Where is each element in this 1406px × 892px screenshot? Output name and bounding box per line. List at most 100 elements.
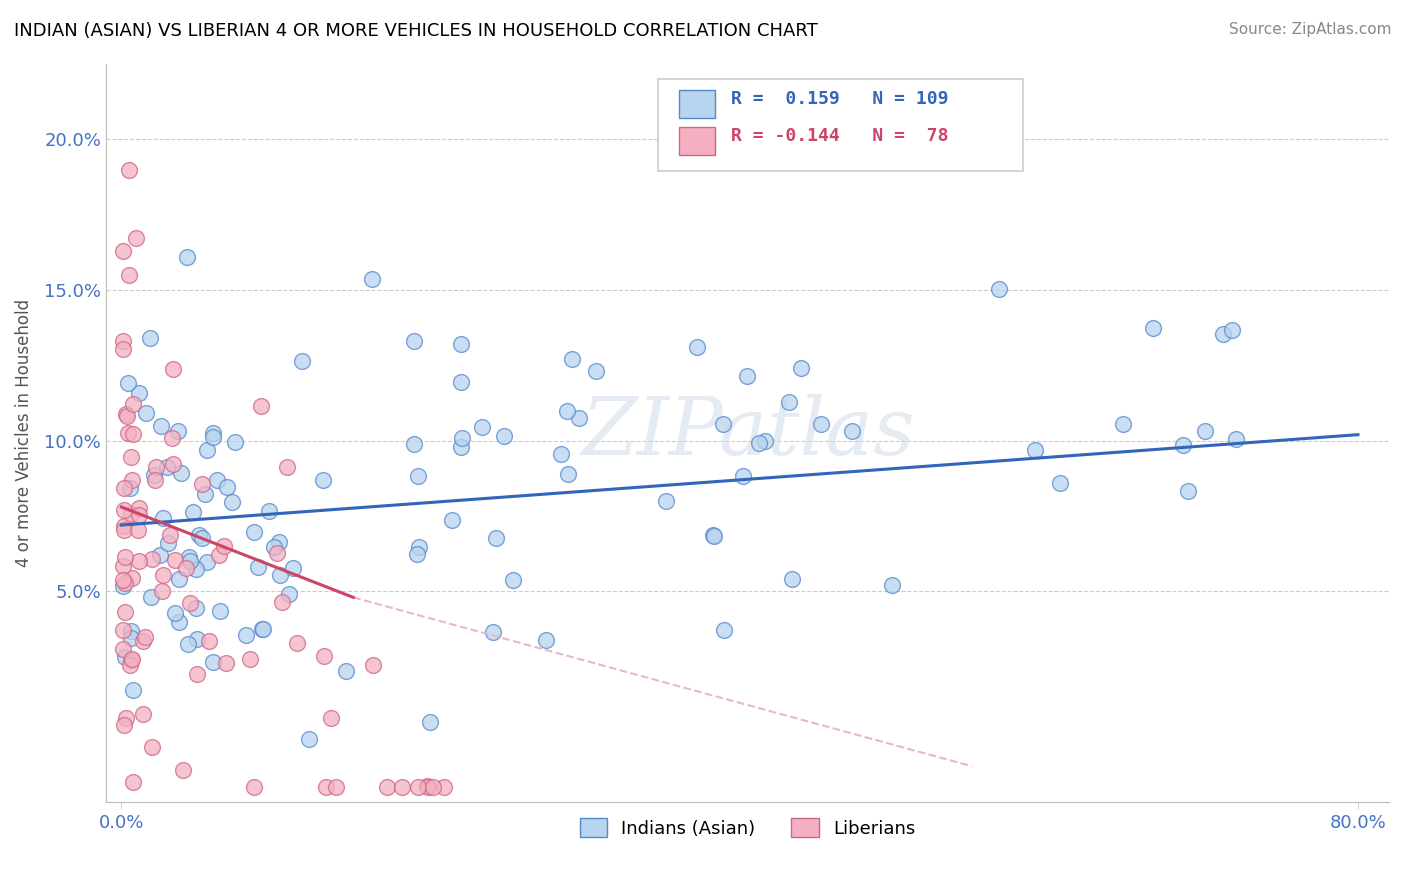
Point (128, 508, 150, 523)
Point (142, 468, 165, 483)
Point (122, 683, 145, 698)
Point (470, 420, 492, 434)
Point (141, 739, 163, 754)
Point (156, 460, 179, 475)
Point (131, 634, 153, 648)
Point (186, 667, 208, 681)
Point (121, 473, 143, 487)
Point (201, 655, 224, 669)
Point (277, 587, 299, 601)
Point (778, 394, 800, 409)
Point (655, 494, 678, 508)
Y-axis label: 4 or more Vehicles in Household: 4 or more Vehicles in Household (15, 299, 32, 567)
Point (433, 780, 456, 795)
Point (152, 510, 174, 524)
Point (141, 552, 163, 566)
Point (112, 481, 135, 495)
Point (202, 426, 225, 441)
Point (111, 623, 134, 637)
Point (121, 652, 143, 666)
Point (179, 549, 201, 564)
Point (297, 731, 319, 746)
Point (120, 631, 142, 645)
Point (557, 467, 579, 482)
Point (711, 417, 734, 432)
Point (114, 550, 136, 565)
Point (114, 649, 136, 664)
Point (375, 780, 398, 795)
Point (1171, 438, 1194, 452)
Point (117, 425, 139, 440)
Point (150, 584, 173, 599)
Point (188, 528, 211, 542)
Point (128, 554, 150, 568)
Point (312, 473, 335, 487)
Point (1212, 326, 1234, 341)
Point (810, 417, 832, 431)
Point (150, 418, 173, 433)
Point (118, 481, 141, 495)
Point (585, 364, 607, 378)
Point (159, 528, 181, 542)
Point (224, 434, 246, 449)
Bar (679, 127, 716, 155)
Point (702, 527, 724, 541)
Point (1225, 432, 1247, 446)
Point (686, 341, 709, 355)
Point (735, 368, 758, 383)
Point (162, 362, 184, 376)
Point (120, 508, 142, 522)
Point (172, 763, 194, 777)
Point (281, 561, 304, 575)
Text: R = -0.144   N =  78: R = -0.144 N = 78 (731, 127, 948, 145)
Point (405, 547, 427, 561)
Point (419, 715, 441, 730)
Point (195, 555, 218, 569)
Point (118, 162, 141, 177)
Point (450, 440, 472, 454)
Point (215, 656, 238, 670)
Point (122, 396, 145, 410)
Point (1049, 476, 1071, 491)
Point (115, 409, 138, 424)
Point (1194, 424, 1216, 438)
Point (143, 473, 166, 487)
Point (880, 578, 903, 592)
Point (534, 633, 557, 648)
Point (111, 641, 134, 656)
Point (120, 624, 142, 638)
Point (165, 606, 187, 620)
FancyBboxPatch shape (658, 78, 1024, 171)
Point (312, 649, 335, 664)
Point (214, 540, 236, 554)
Point (112, 523, 135, 537)
Point (252, 622, 274, 636)
Point (184, 562, 207, 576)
Point (502, 574, 524, 588)
Point (441, 513, 464, 527)
Point (325, 780, 347, 795)
Point (363, 658, 385, 673)
Point (285, 636, 308, 650)
Point (114, 605, 136, 619)
Point (291, 353, 314, 368)
Point (162, 432, 184, 446)
Point (170, 466, 193, 480)
Point (121, 571, 143, 585)
Point (111, 573, 134, 587)
Point (139, 331, 162, 345)
Point (118, 658, 141, 673)
Point (315, 780, 337, 795)
Point (122, 775, 145, 789)
Point (135, 407, 157, 421)
Point (335, 664, 357, 678)
Point (111, 559, 134, 574)
Point (235, 628, 257, 642)
Point (250, 399, 273, 413)
Point (267, 534, 290, 549)
Point (733, 469, 755, 483)
Point (391, 780, 413, 795)
Point (112, 503, 135, 517)
Point (451, 431, 474, 445)
Point (703, 529, 725, 543)
